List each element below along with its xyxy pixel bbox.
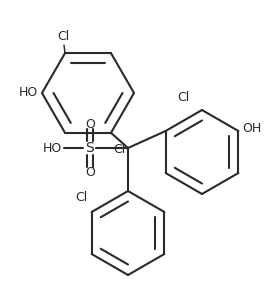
Text: O: O	[85, 165, 95, 179]
Text: Cl: Cl	[178, 91, 190, 104]
Text: OH: OH	[242, 122, 262, 136]
Text: S: S	[86, 141, 94, 155]
Text: Cl: Cl	[75, 191, 88, 204]
Text: Cl: Cl	[57, 30, 69, 43]
Text: Cl: Cl	[113, 143, 125, 156]
Text: O: O	[85, 117, 95, 131]
Text: HO: HO	[19, 86, 38, 100]
Text: HO: HO	[43, 142, 62, 154]
